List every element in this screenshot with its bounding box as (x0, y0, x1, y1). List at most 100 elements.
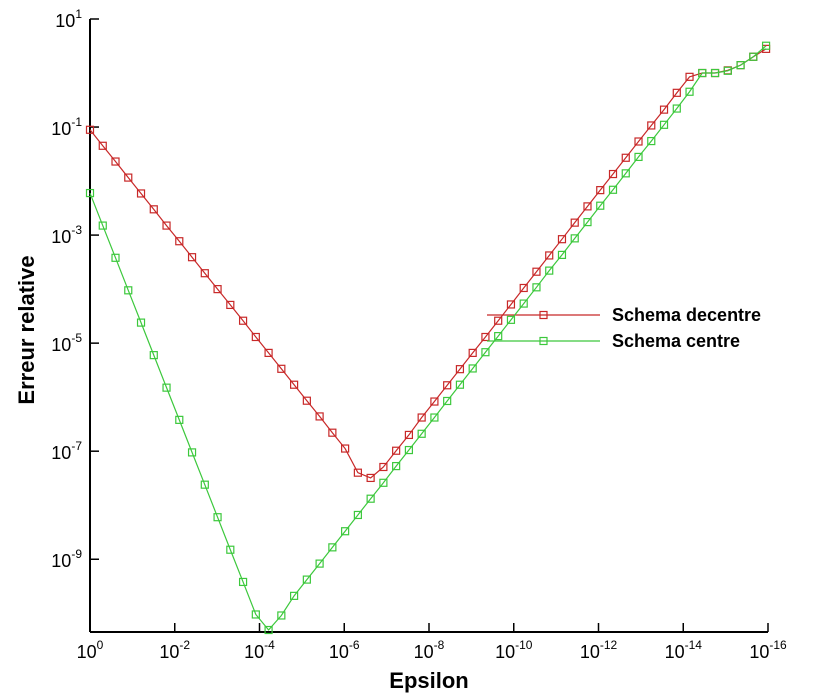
marker (379, 462, 388, 472)
marker (634, 152, 643, 162)
marker (111, 157, 120, 166)
series-line (89, 48, 767, 479)
tick-base: 10 (495, 642, 515, 662)
marker (494, 332, 503, 341)
series-line (89, 45, 767, 631)
x-tick-label: 10-8 (414, 638, 445, 662)
marker (213, 513, 222, 522)
marker (200, 480, 209, 489)
marker (289, 591, 299, 600)
marker (111, 253, 120, 262)
marker (264, 625, 273, 635)
marker (226, 545, 235, 554)
marker (417, 413, 426, 422)
marker (251, 332, 260, 342)
marker (341, 444, 350, 453)
marker (200, 269, 209, 278)
tick-exponent: 0 (97, 638, 104, 652)
marker (392, 461, 401, 471)
marker (85, 188, 95, 198)
marker (710, 68, 720, 78)
tick-exponent: -16 (769, 638, 787, 652)
tick-base: 10 (749, 642, 769, 662)
marker (430, 413, 439, 422)
marker (379, 478, 388, 487)
marker (136, 318, 146, 327)
tick-exponent: -6 (349, 638, 360, 652)
marker (647, 136, 656, 146)
tick-base: 10 (159, 642, 179, 662)
tick-base: 10 (55, 11, 75, 31)
marker (187, 253, 197, 262)
tick-base: 10 (51, 335, 71, 355)
marker (570, 234, 579, 243)
marker (468, 364, 477, 373)
tick-base: 10 (51, 443, 71, 463)
marker (443, 381, 452, 390)
marker (302, 396, 311, 405)
marker (736, 61, 745, 70)
marker (468, 348, 477, 357)
marker (315, 559, 324, 568)
marker (124, 173, 133, 182)
tick-exponent: -10 (515, 638, 533, 652)
marker (366, 473, 375, 483)
marker (277, 364, 286, 373)
marker (417, 429, 426, 438)
tick-base: 10 (414, 642, 434, 662)
tick-exponent: -2 (179, 638, 190, 652)
marker (443, 396, 452, 406)
marker (404, 445, 414, 455)
marker (672, 88, 681, 97)
marker (124, 286, 133, 295)
tick-exponent: -12 (600, 638, 618, 652)
marker (596, 201, 605, 210)
tick-base: 10 (77, 642, 97, 662)
marker (302, 575, 311, 584)
marker (647, 121, 656, 130)
marker (341, 527, 350, 536)
marker (532, 283, 541, 292)
y-tick-label: 101 (55, 7, 82, 31)
marker (583, 202, 592, 211)
marker (251, 610, 260, 619)
marker (366, 494, 375, 503)
marker (519, 299, 528, 308)
marker (277, 611, 286, 620)
marker (315, 412, 324, 421)
tick-exponent: -3 (71, 223, 82, 237)
marker (289, 380, 299, 389)
x-tick-label: 10-10 (495, 638, 533, 662)
marker (264, 348, 273, 357)
x-tick-label: 10-4 (244, 638, 275, 662)
tick-base: 10 (51, 227, 71, 247)
marker (404, 430, 414, 440)
marker (723, 66, 732, 75)
y-tick-label: 10-5 (51, 331, 82, 355)
tick-exponent: -14 (685, 638, 703, 652)
marker (545, 251, 554, 260)
marker (659, 105, 669, 114)
tick-exponent: -7 (71, 439, 82, 453)
marker (570, 218, 579, 227)
legend-marker (539, 336, 548, 346)
marker (187, 448, 197, 457)
marker (162, 221, 171, 230)
x-tick-label: 10-14 (665, 638, 703, 662)
marker (481, 332, 490, 342)
tick-base: 10 (580, 642, 600, 662)
marker (481, 348, 490, 357)
tick-exponent: 1 (75, 7, 82, 21)
legend-label: Schema decentre (612, 305, 761, 325)
tick-exponent: -9 (71, 547, 82, 561)
marker (328, 543, 337, 552)
marker (557, 235, 567, 244)
marker (583, 218, 592, 227)
tick-base: 10 (51, 119, 71, 139)
marker (659, 120, 669, 129)
marker (621, 169, 630, 178)
marker (149, 351, 158, 360)
tick-base: 10 (665, 642, 685, 662)
